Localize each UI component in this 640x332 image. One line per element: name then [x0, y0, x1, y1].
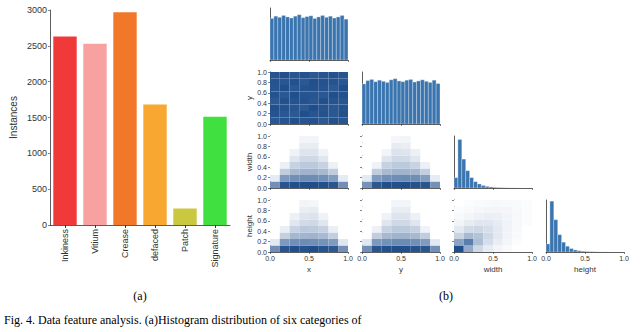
svg-text:1.0: 1.0: [257, 197, 267, 204]
svg-text:0.0: 0.0: [257, 121, 267, 128]
svg-text:2500: 2500: [27, 41, 47, 51]
svg-text:0.2: 0.2: [257, 110, 267, 117]
svg-text:height: height: [574, 265, 597, 274]
svg-text:0.2: 0.2: [257, 238, 267, 245]
svg-text:3000: 3000: [27, 5, 47, 15]
svg-text:0.2: 0.2: [257, 174, 267, 181]
svg-text:0.0: 0.0: [357, 255, 367, 262]
svg-text:Inkiness: Inkiness: [60, 229, 70, 263]
svg-text:0: 0: [42, 220, 47, 230]
svg-text:0.0: 0.0: [257, 185, 267, 192]
svg-text:(b): (b): [439, 289, 453, 303]
svg-text:0.0: 0.0: [265, 255, 275, 262]
svg-text:0.5: 0.5: [580, 255, 590, 262]
svg-text:1.0: 1.0: [257, 69, 267, 76]
svg-text:Signature: Signature: [210, 229, 220, 268]
svg-text:Instances: Instances: [8, 96, 19, 139]
svg-text:1000: 1000: [27, 148, 47, 158]
svg-text:width: width: [245, 153, 254, 173]
svg-text:500: 500: [32, 184, 47, 194]
svg-text:(a): (a): [133, 289, 146, 303]
svg-text:1.0: 1.0: [527, 255, 537, 262]
svg-text:0.6: 0.6: [257, 153, 267, 160]
svg-text:y: y: [245, 96, 254, 100]
svg-text:1500: 1500: [27, 113, 47, 123]
svg-text:0.4: 0.4: [257, 228, 267, 235]
svg-text:0.5: 0.5: [396, 255, 406, 262]
svg-text:0.8: 0.8: [257, 143, 267, 150]
svg-text:0.8: 0.8: [257, 79, 267, 86]
svg-text:0.0: 0.0: [257, 248, 267, 256]
svg-text:0.5: 0.5: [488, 255, 498, 262]
svg-text:Vitium: Vitium: [90, 229, 100, 254]
svg-text:y: y: [399, 265, 403, 274]
svg-text:0.6: 0.6: [257, 217, 267, 224]
svg-text:1.0: 1.0: [257, 133, 267, 140]
svg-text:1.0: 1.0: [619, 255, 629, 262]
svg-text:0.5: 0.5: [304, 255, 314, 262]
svg-text:Crease: Crease: [120, 229, 130, 258]
svg-text:defaced: defaced: [150, 229, 160, 261]
svg-text:height: height: [245, 214, 254, 237]
svg-text:1.0: 1.0: [435, 255, 445, 262]
svg-text:Fig. 4. Data feature analysis.: Fig. 4. Data feature analysis. (a)Histog…: [4, 313, 362, 327]
svg-text:2000: 2000: [27, 77, 47, 87]
svg-text:width: width: [483, 265, 503, 274]
svg-text:0.8: 0.8: [257, 207, 267, 214]
svg-text:0.6: 0.6: [257, 89, 267, 96]
svg-text:Patch: Patch: [180, 229, 190, 252]
svg-text:1.0: 1.0: [343, 255, 353, 262]
svg-text:x: x: [307, 265, 311, 274]
svg-text:0.4: 0.4: [257, 100, 267, 107]
svg-text:0.4: 0.4: [257, 164, 267, 171]
svg-text:0.0: 0.0: [449, 255, 459, 262]
svg-text:0.0: 0.0: [541, 255, 551, 262]
